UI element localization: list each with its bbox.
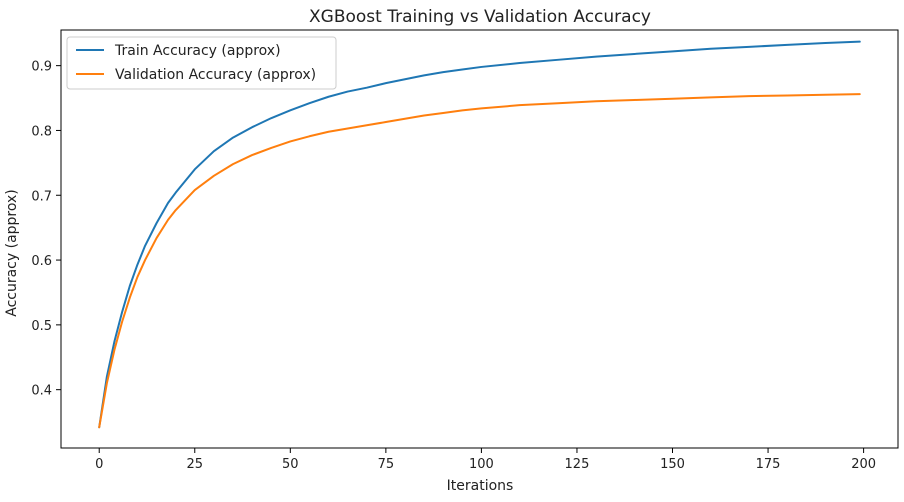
legend-label-validation: Validation Accuracy (approx) — [115, 67, 316, 83]
x-tick-label: 50 — [282, 457, 299, 472]
y-tick-label: 0.5 — [31, 319, 52, 334]
x-tick-label: 200 — [851, 457, 876, 472]
x-axis: 0 25 50 75 100 125 150 175 200 — [95, 448, 876, 472]
y-tick-label: 0.9 — [31, 60, 52, 75]
series-layer — [98, 40, 861, 429]
y-tick-label: 0.6 — [31, 254, 52, 269]
x-tick-label: 175 — [756, 457, 781, 472]
x-tick-label: 0 — [95, 457, 103, 472]
y-tick-label: 0.7 — [31, 189, 52, 204]
x-tick-label: 75 — [378, 457, 395, 472]
x-tick-label: 125 — [565, 457, 590, 472]
y-tick-label: 0.4 — [31, 384, 52, 399]
legend: Train Accuracy (approx) Validation Accur… — [66, 36, 337, 90]
chart-title: XGBoost Training vs Validation Accuracy — [309, 7, 651, 27]
x-tick-label: 25 — [186, 457, 203, 472]
y-tick-label: 0.8 — [31, 124, 52, 139]
plot-frame — [60, 29, 899, 449]
train-accuracy-line — [98, 40, 861, 429]
legend-box — [66, 36, 337, 90]
legend-label-train: Train Accuracy (approx) — [114, 43, 281, 59]
x-tick-label: 150 — [660, 457, 685, 472]
y-axis-label: Accuracy (approx) — [4, 189, 20, 317]
y-axis: 0.4 0.5 0.6 0.7 0.8 0.9 — [31, 60, 61, 399]
x-tick-label: 100 — [469, 457, 494, 472]
x-axis-label: Iterations — [447, 478, 514, 494]
validation-accuracy-line — [98, 93, 861, 429]
plot-area — [60, 29, 899, 449]
